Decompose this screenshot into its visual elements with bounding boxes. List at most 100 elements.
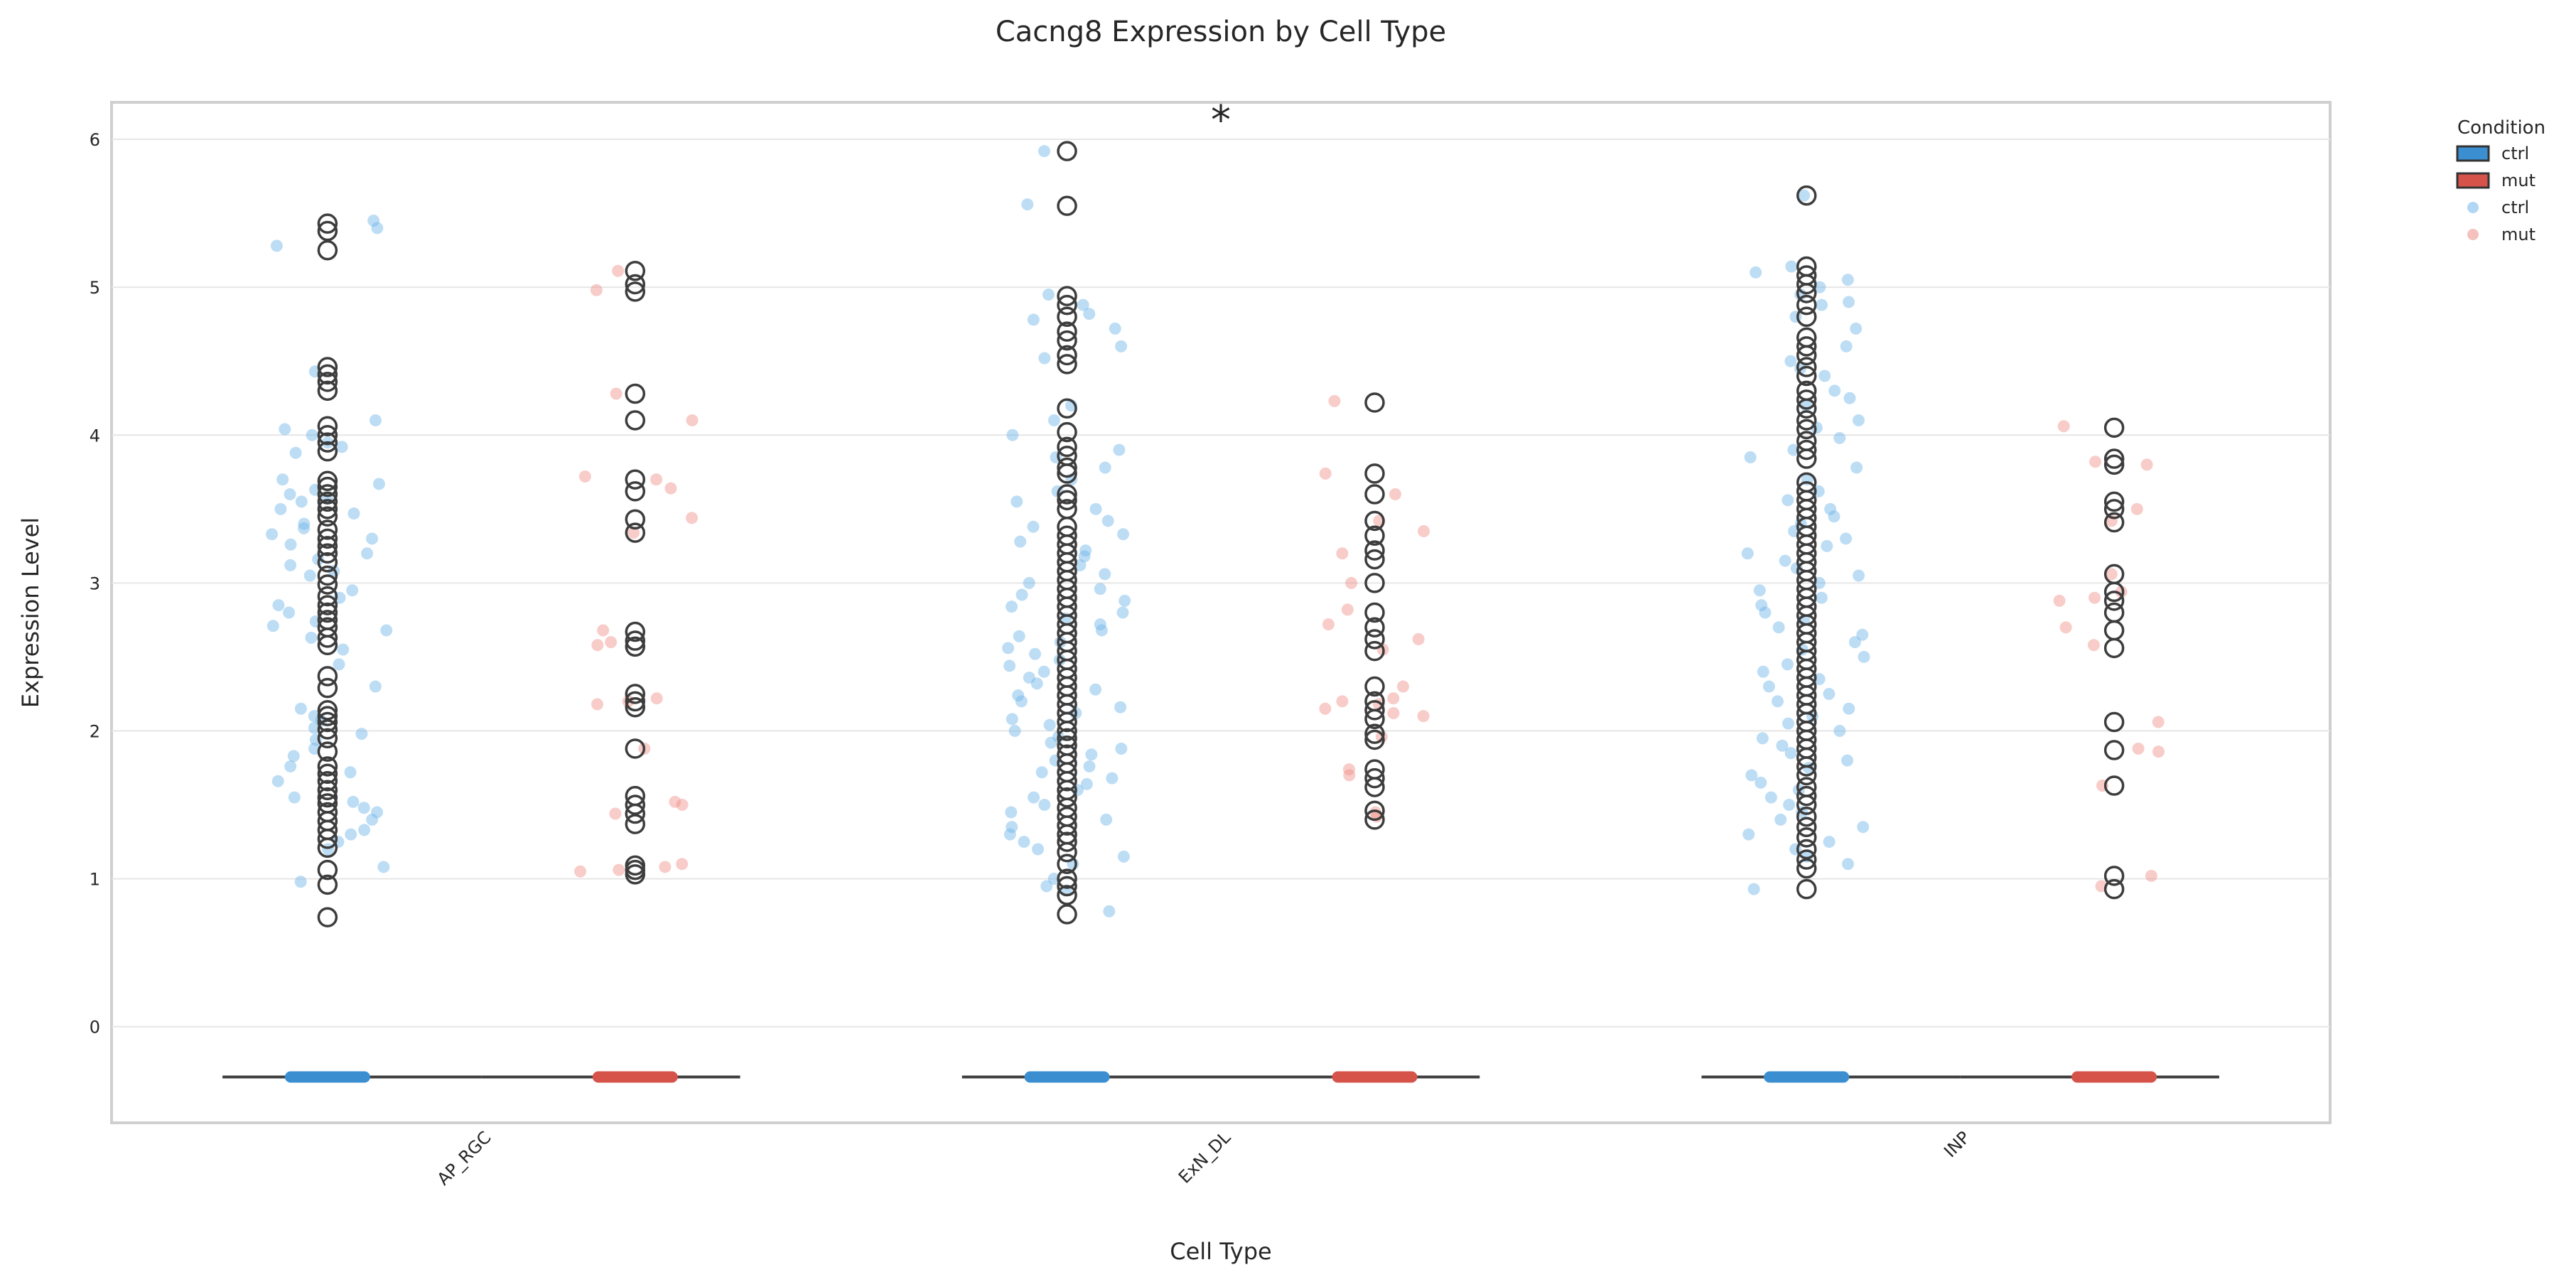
outlier-ctrl: [1057, 345, 1077, 366]
strip-point-ctrl: [1828, 384, 1841, 397]
outlier-ctrl: [1057, 354, 1077, 375]
outlier-ctrl: [1057, 736, 1077, 756]
outlier-mut: [1364, 767, 1385, 789]
outlier-mut: [1364, 602, 1385, 623]
outlier-ctrl: [317, 364, 338, 385]
strip-point-ctrl: [272, 599, 285, 612]
strip-point-mut: [1417, 710, 1430, 723]
strip-point-mut: [2145, 869, 2157, 882]
strip-point-ctrl: [284, 538, 297, 551]
outlier-ctrl: [1057, 294, 1077, 316]
strip-point-ctrl: [333, 658, 345, 671]
strip-point-mut: [1328, 394, 1341, 407]
outlier-mut: [625, 522, 646, 543]
outlier-mut: [625, 785, 646, 807]
strip-point-ctrl: [1083, 308, 1096, 320]
outlier-ctrl: [317, 741, 338, 762]
strip-point-ctrl: [1100, 813, 1113, 826]
outlier-mut: [625, 469, 646, 490]
outlier-ctrl: [317, 907, 338, 927]
outlier-mut: [625, 794, 646, 815]
strip-point-ctrl: [266, 528, 279, 541]
strip-point-mut: [2152, 745, 2165, 758]
strip-point-ctrl: [1747, 883, 1760, 895]
strip-point-mut: [1412, 632, 1425, 645]
strip-point-mut: [613, 863, 625, 876]
strip-point-mut: [686, 414, 699, 426]
outlier-ctrl: [1796, 472, 1817, 493]
strip-point-ctrl: [1814, 281, 1826, 293]
legend: Condition ctrl mut ctrl mut: [2456, 117, 2545, 244]
strip-point-ctrl: [1818, 370, 1831, 382]
outlier-ctrl: [1057, 868, 1077, 889]
strip-point-mut: [605, 636, 618, 649]
outlier-ctrl: [317, 771, 338, 792]
outlier-ctrl: [1057, 904, 1077, 925]
outlier-ctrl: [317, 536, 338, 556]
strip-point-mut: [1342, 763, 1355, 776]
outlier-ctrl: [1796, 827, 1817, 848]
strip-point-ctrl: [1089, 683, 1102, 696]
y-tick-label: 5: [90, 278, 100, 298]
outlier-ctrl: [1057, 398, 1077, 419]
outlier-ctrl: [317, 602, 338, 623]
strip-point-mut: [591, 639, 604, 652]
strip-point-ctrl: [1823, 687, 1836, 700]
significance-annotations: *: [1211, 97, 1231, 144]
outlier-mut: [2103, 491, 2125, 512]
outlier-ctrl: [1796, 785, 1817, 807]
strip-point-ctrl: [266, 620, 279, 632]
strip-point-ctrl: [294, 876, 307, 888]
outlier-mut: [625, 509, 646, 530]
outlier-ctrl: [1057, 876, 1077, 897]
strip-point-ctrl: [1099, 568, 1111, 581]
strip-point-ctrl: [1038, 352, 1051, 365]
strip-point-ctrl: [371, 222, 384, 235]
strip-point-ctrl: [361, 547, 374, 560]
strip-point-ctrl: [1008, 724, 1021, 737]
strip-point-mut: [1389, 488, 1401, 501]
outlier-ctrl: [317, 719, 338, 740]
strip-point-mut: [2089, 456, 2102, 468]
significance-star: *: [1211, 97, 1231, 144]
strip-point-ctrl: [345, 828, 357, 841]
strip-point-ctrl: [1117, 528, 1130, 541]
outlier-ctrl: [1796, 878, 1817, 900]
outlier-ctrl: [317, 470, 338, 492]
outlier-mut: [1364, 510, 1385, 532]
y-tick-label: 4: [90, 426, 100, 446]
outlier-mut: [625, 684, 646, 704]
strip-point-ctrl: [1006, 821, 1018, 834]
strip-point-ctrl: [1821, 539, 1833, 552]
strip-point-ctrl: [377, 861, 390, 873]
legend-swatch-box: [2456, 145, 2490, 162]
outlier-mut: [625, 814, 646, 834]
outlier-ctrl: [1057, 853, 1077, 875]
strip-point-ctrl: [1027, 313, 1040, 326]
box-ctrl: [284, 1071, 370, 1083]
outlier-mut: [1364, 700, 1385, 721]
strip-point-ctrl: [1857, 821, 1870, 834]
outlier-mut: [2103, 448, 2125, 469]
outlier-ctrl: [1796, 817, 1817, 838]
outlier-ctrl: [1796, 306, 1817, 328]
outlier-ctrl: [317, 574, 338, 595]
strip-point-ctrl: [355, 728, 368, 740]
strip-point-ctrl: [346, 584, 359, 597]
box-outliers: [317, 141, 2125, 927]
strip-point-mut: [1387, 707, 1400, 720]
outlier-ctrl: [1796, 185, 1817, 206]
strip-point-ctrl: [1094, 618, 1106, 631]
strip-point-ctrl: [1042, 289, 1055, 301]
strip-point-ctrl: [294, 702, 307, 715]
strip-point-ctrl: [347, 507, 360, 520]
strip-point-mut: [676, 858, 689, 871]
strip-point-ctrl: [335, 441, 348, 453]
strip-point-ctrl: [1785, 260, 1798, 273]
x-tick-label: INP: [1940, 1127, 1974, 1161]
strip-point-ctrl: [1029, 647, 1042, 660]
outlier-ctrl: [1796, 365, 1817, 387]
strip-point-ctrl: [1745, 769, 1758, 782]
strip-point-ctrl: [284, 760, 297, 772]
strip-point-mut: [1345, 576, 1358, 589]
